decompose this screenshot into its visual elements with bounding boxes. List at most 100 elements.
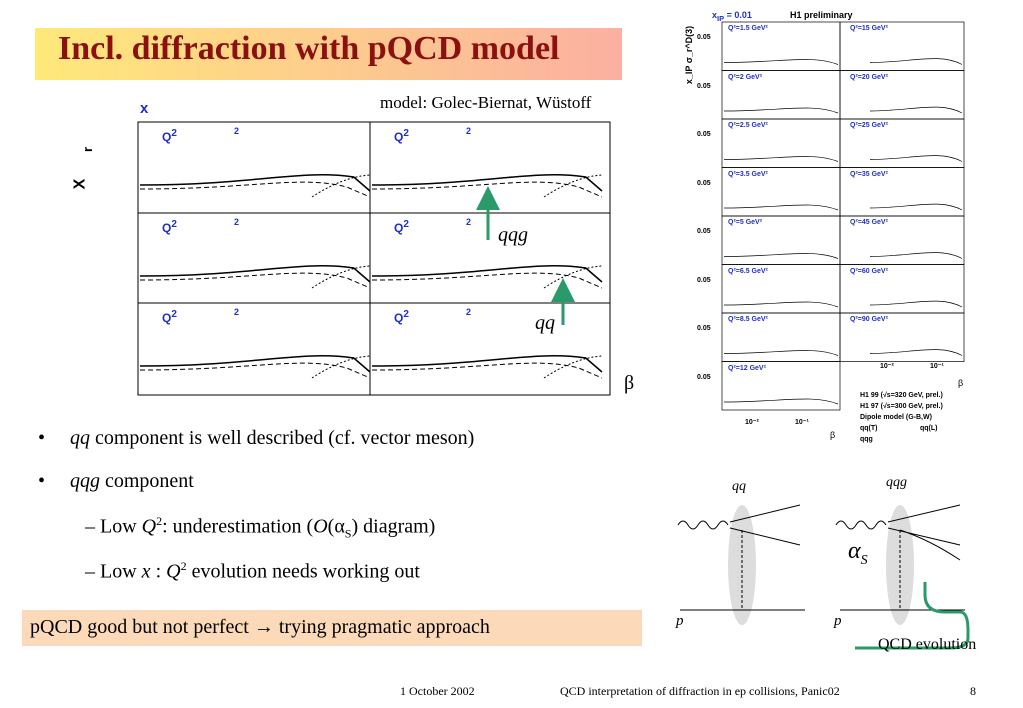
rp-panel-label: Q²=8.5 GeV² (728, 316, 768, 323)
curve-dash (139, 181, 371, 198)
t: (α (327, 515, 345, 538)
rp-ytick: 0.05 (697, 82, 711, 90)
left-y-sub: r (80, 146, 96, 153)
rp-panel-label: Q²=25 GeV² (850, 122, 888, 129)
t: Q (162, 311, 172, 325)
t: 2 (171, 128, 177, 139)
t: 2 (171, 219, 177, 230)
rp-panel-label: Q²=2 GeV² (728, 73, 763, 81)
rp-curve (869, 252, 963, 259)
rp-panel-label: Q²=2.5 GeV² (728, 122, 768, 129)
rp-prelim: H1 preliminary (790, 10, 853, 20)
curve-dot (311, 174, 371, 198)
sub-bullet-2: – Low x : Q2 evolution needs working out (85, 559, 420, 583)
d-p: p (676, 613, 684, 629)
rp-curve (869, 106, 963, 114)
rp-ytick: 0.05 (697, 276, 711, 284)
d-qq: qq (732, 479, 746, 494)
curve (371, 174, 603, 192)
rp-panel-label: Q²=45 GeV² (850, 219, 888, 226)
curve (139, 174, 371, 192)
left-plot-frame (137, 121, 611, 396)
panel-unit: 2 (466, 307, 472, 317)
rp-panel-label: Q²=12 GeV² (728, 364, 766, 372)
d-qqg: qqg (886, 475, 907, 490)
rp-panel (721, 361, 841, 411)
rp-xtick: 10⁻¹ (795, 419, 809, 426)
rp-panel-label: Q²=20 GeV² (850, 73, 888, 81)
callout: pQCD good but not perfect → trying pragm… (30, 616, 490, 638)
t: S (344, 526, 352, 541)
title-box (35, 28, 622, 80)
rp-curve (723, 253, 839, 259)
d-p: p (834, 613, 842, 629)
t: x (141, 560, 151, 583)
panel-label: Q2 (394, 219, 409, 235)
bullet-1: qq component is well described (cf. vect… (70, 427, 474, 450)
rp-curve (869, 300, 963, 308)
t: evolution needs working out (186, 560, 420, 583)
rp-legend: Dipole model (G-B,W) (860, 414, 932, 421)
right-plot-bg (705, 10, 970, 455)
rp-legend: qq(L) (920, 425, 938, 432)
curve (371, 265, 603, 283)
t: Q (162, 130, 172, 144)
rp-curve (723, 59, 839, 65)
t: S (860, 552, 868, 568)
rp-panel-label: Q²=15 GeV² (850, 25, 888, 32)
t: 2 (156, 514, 163, 528)
t: Q (394, 311, 404, 325)
rp-x: x (712, 10, 718, 20)
rp-legend: qq(T) (860, 425, 878, 432)
rp-curve (869, 58, 963, 65)
t: ) diagram) (351, 515, 436, 538)
rp-xtick: 10⁻² (880, 363, 894, 370)
panel-label: Q2 (394, 128, 409, 144)
bullet: • (38, 470, 46, 492)
d-evolution: QCD evolution (878, 636, 977, 653)
curve-dot (311, 265, 371, 289)
t: Q (394, 130, 404, 144)
curve-dash (139, 362, 371, 379)
curve-dot (311, 355, 371, 379)
t: qq (70, 427, 90, 449)
sub-bullet-1: – Low Q2: underestimation (O(αS) diagram… (85, 514, 436, 541)
d-alpha: αS (848, 538, 868, 569)
panel-label: Q2 (394, 309, 409, 325)
t: 2 (180, 559, 187, 573)
t: Low (100, 515, 142, 538)
t: 2 (403, 219, 409, 230)
t: 2 (171, 309, 177, 320)
panel-label: Q2 (162, 219, 177, 235)
rp-beta: β (830, 430, 836, 440)
panel-unit: 2 (234, 307, 240, 317)
curve (139, 355, 371, 373)
rp-ytick: 0.05 (697, 131, 711, 138)
rp-ytick: 0.05 (697, 228, 711, 235)
model-note: model: Golec-Biernat, Wüstoff (380, 93, 592, 112)
rp-legend: H1 97 (√s=300 GeV, prel.) (860, 403, 943, 410)
diagram (677, 504, 970, 650)
rp-ytick: 0.05 (697, 325, 711, 332)
rp-panel-label: Q²=5 GeV² (728, 219, 763, 226)
footer-page: 8 (970, 684, 976, 698)
panel-unit: 2 (234, 126, 240, 136)
left-y-label: X (71, 178, 89, 190)
rp-header: xIP = 0.01 (712, 10, 752, 23)
curve-dot (543, 355, 603, 379)
panel-unit: 2 (466, 217, 472, 227)
rp-rest: = 0.01 (724, 10, 752, 20)
rp-curve (723, 156, 839, 162)
rp-legend: H1 99 (√s=320 GeV, prel.) (860, 392, 943, 399)
t: α (848, 538, 861, 564)
panel-unit: 2 (466, 126, 472, 136)
callout-box (22, 610, 642, 646)
t: component is well described (cf. vector … (90, 427, 475, 449)
rp-panel-label: Q²=90 GeV² (850, 316, 888, 323)
t: : (150, 560, 167, 583)
qqg-label: qqg (498, 224, 528, 246)
title: Incl. diffraction with pQCD model (58, 30, 560, 67)
rp-curve (869, 155, 963, 162)
